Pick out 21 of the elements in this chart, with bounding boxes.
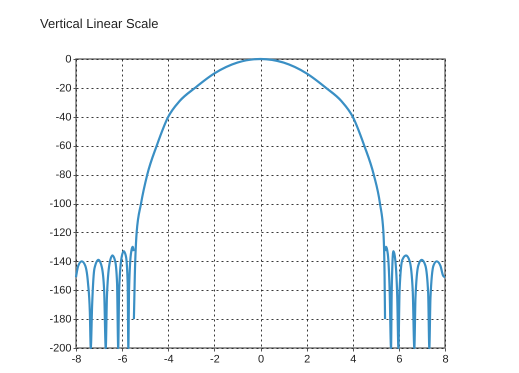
y-tick-label: -100 — [49, 198, 72, 210]
x-tick-label: -8 — [72, 354, 82, 366]
y-tick-label: -40 — [56, 111, 72, 124]
y-tick-label: -20 — [56, 82, 72, 94]
x-tick-label: 2 — [304, 354, 310, 366]
y-tick-label: 0 — [65, 54, 72, 66]
x-tick-label: 6 — [396, 354, 402, 366]
x-tick-label: -6 — [118, 354, 128, 366]
x-tick-label: 8 — [442, 354, 449, 366]
y-tick-label: -120 — [49, 226, 72, 239]
chart-title: Vertical Linear Scale — [40, 16, 159, 31]
y-tick-label: -60 — [56, 140, 72, 152]
x-tick-label: -4 — [164, 354, 174, 366]
y-tick-label: -200 — [49, 342, 72, 354]
x-tick-label: 0 — [258, 354, 264, 366]
y-tick-label: -160 — [49, 284, 72, 297]
y-tick-label: -80 — [56, 169, 72, 182]
x-tick-label: 4 — [350, 354, 356, 366]
y-tick-label: -140 — [49, 256, 72, 268]
y-tick-label: -180 — [49, 314, 72, 326]
x-tick-label: -2 — [210, 354, 220, 366]
